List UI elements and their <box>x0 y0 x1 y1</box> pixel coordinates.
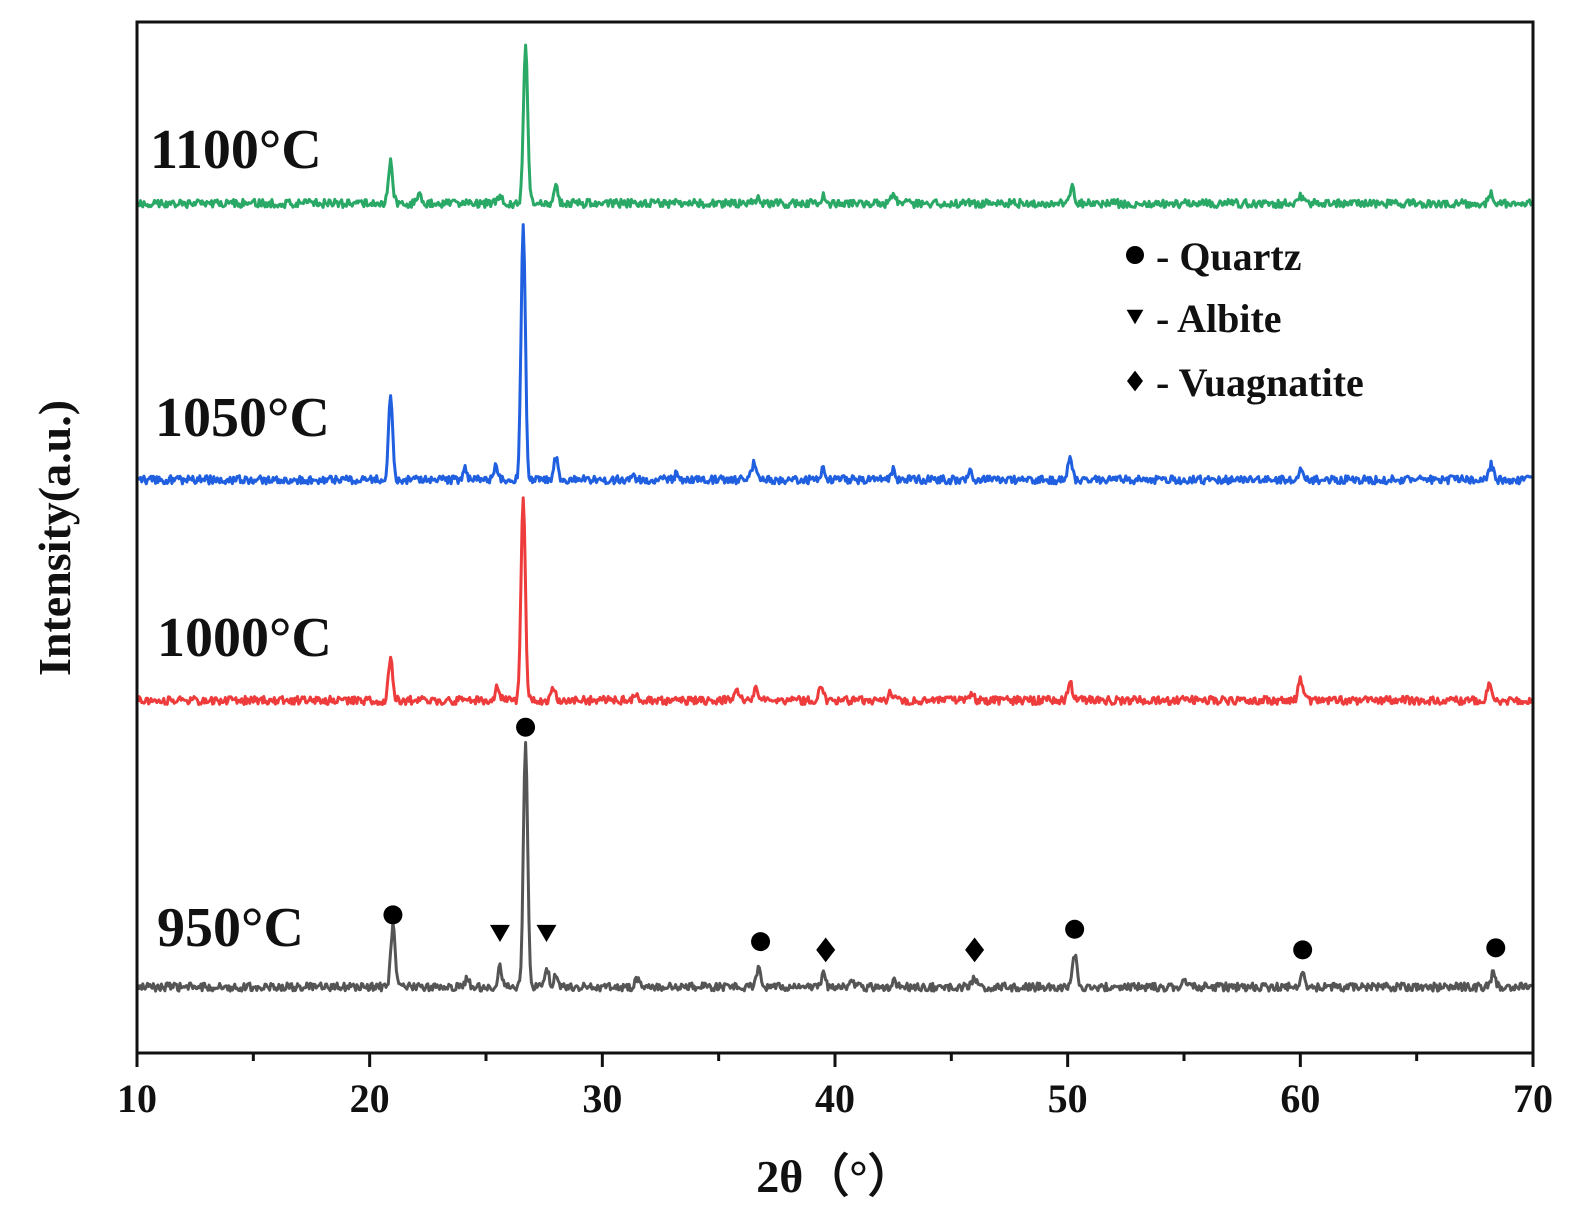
series-line-1000 <box>136 496 1534 706</box>
x-tick-label: 50 <box>1048 1076 1088 1121</box>
axis-layer: 10 20 30 40 50 60 70 <box>117 20 1553 1121</box>
x-axis-title: 2θ（°） <box>756 1151 913 1202</box>
legend-label: - Vuagnatite <box>1156 360 1364 405</box>
phase-marker-quartz <box>383 905 403 925</box>
legend-item-vuagnatite: - Vuagnatite <box>1127 360 1364 405</box>
legend: - Quartz - Albite - Vuagnatite <box>1126 234 1364 405</box>
series-line-1100 <box>137 43 1534 210</box>
series-label-1050: 1050°C <box>155 387 330 449</box>
legend-item-quartz: - Quartz <box>1126 234 1302 279</box>
x-tick-label: 30 <box>582 1076 622 1121</box>
phase-marker-quartz <box>1293 940 1313 960</box>
x-tick-label: 40 <box>815 1076 855 1121</box>
legend-symbol-diamond <box>1127 370 1143 392</box>
legend-label: - Quartz <box>1156 234 1302 279</box>
x-tick-label: 70 <box>1513 1076 1553 1121</box>
x-tick-label: 20 <box>350 1076 390 1121</box>
phase-marker-quartz <box>516 717 536 737</box>
legend-item-albite: - Albite <box>1126 296 1282 341</box>
legend-label: - Albite <box>1156 296 1282 341</box>
legend-symbol-triangle-down <box>1126 309 1144 325</box>
series-line-1050 <box>136 223 1533 486</box>
phase-marker-quartz <box>1486 938 1506 958</box>
series-label-1100: 1100°C <box>150 119 322 181</box>
phase-marker-layer <box>383 717 1506 963</box>
phase-marker-quartz <box>1065 919 1085 939</box>
phase-marker-albite <box>489 924 510 942</box>
series-label-950: 950°C <box>157 897 304 959</box>
series-label-1000: 1000°C <box>157 607 332 669</box>
y-axis-title: Intensity(a.u.) <box>29 400 80 676</box>
x-tick-label: 10 <box>117 1076 157 1121</box>
phase-marker-vuagnatite <box>816 937 836 963</box>
phase-marker-vuagnatite <box>965 937 985 963</box>
x-tick-label: 60 <box>1280 1076 1320 1121</box>
series-line-950 <box>136 741 1533 993</box>
series-layer <box>136 43 1534 993</box>
phase-marker-albite <box>536 924 557 942</box>
legend-symbol-circle <box>1126 246 1144 264</box>
label-layer: 950°C 1000°C 1050°C 1100°C 2θ（°） Intensity(a.… <box>29 119 914 1202</box>
phase-marker-quartz <box>751 932 771 952</box>
